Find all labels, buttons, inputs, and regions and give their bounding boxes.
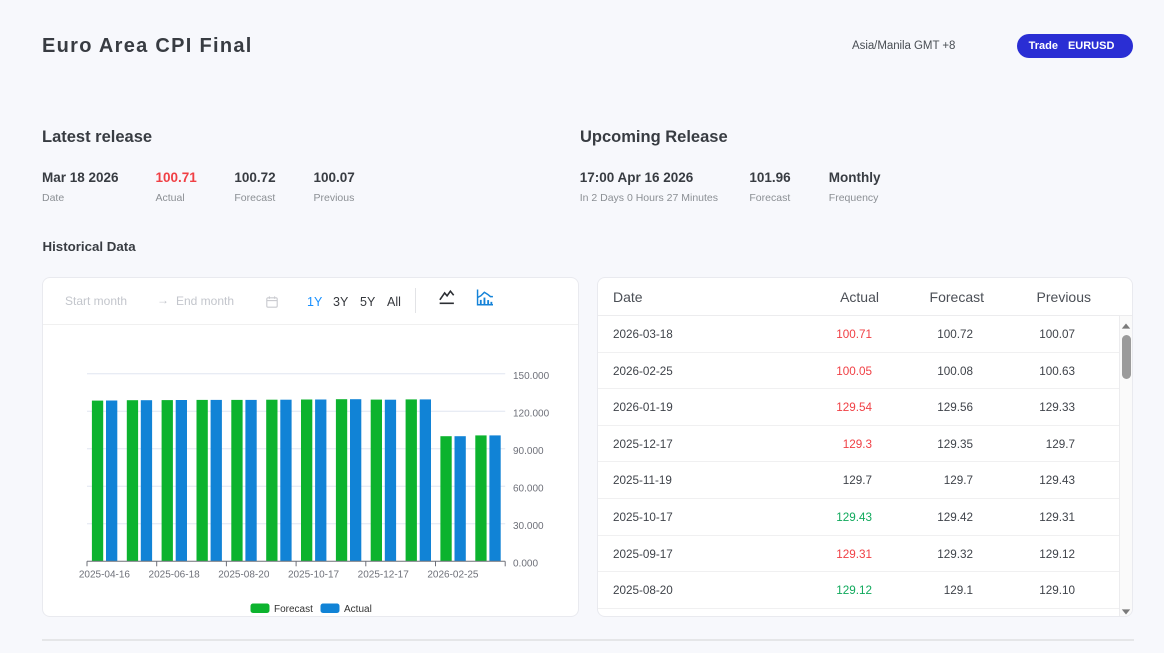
svg-text:2025-10-17: 2025-10-17 [288, 569, 340, 580]
svg-text:2025-04-16: 2025-04-16 [79, 569, 131, 580]
svg-text:30.000: 30.000 [513, 521, 544, 532]
svg-text:Actual: Actual [344, 604, 372, 615]
svg-text:150.000: 150.000 [513, 371, 550, 382]
svg-text:2025-12-17: 2025-12-17 [358, 569, 410, 580]
svg-text:0.000: 0.000 [513, 558, 538, 569]
svg-text:2025-08-20: 2025-08-20 [218, 569, 270, 580]
svg-text:60.000: 60.000 [513, 483, 544, 494]
svg-text:2026-02-25: 2026-02-25 [427, 569, 479, 580]
svg-text:Forecast: Forecast [274, 604, 313, 615]
svg-text:90.000: 90.000 [513, 446, 544, 457]
svg-text:120.000: 120.000 [513, 408, 550, 419]
svg-text:2025-06-18: 2025-06-18 [149, 569, 201, 580]
